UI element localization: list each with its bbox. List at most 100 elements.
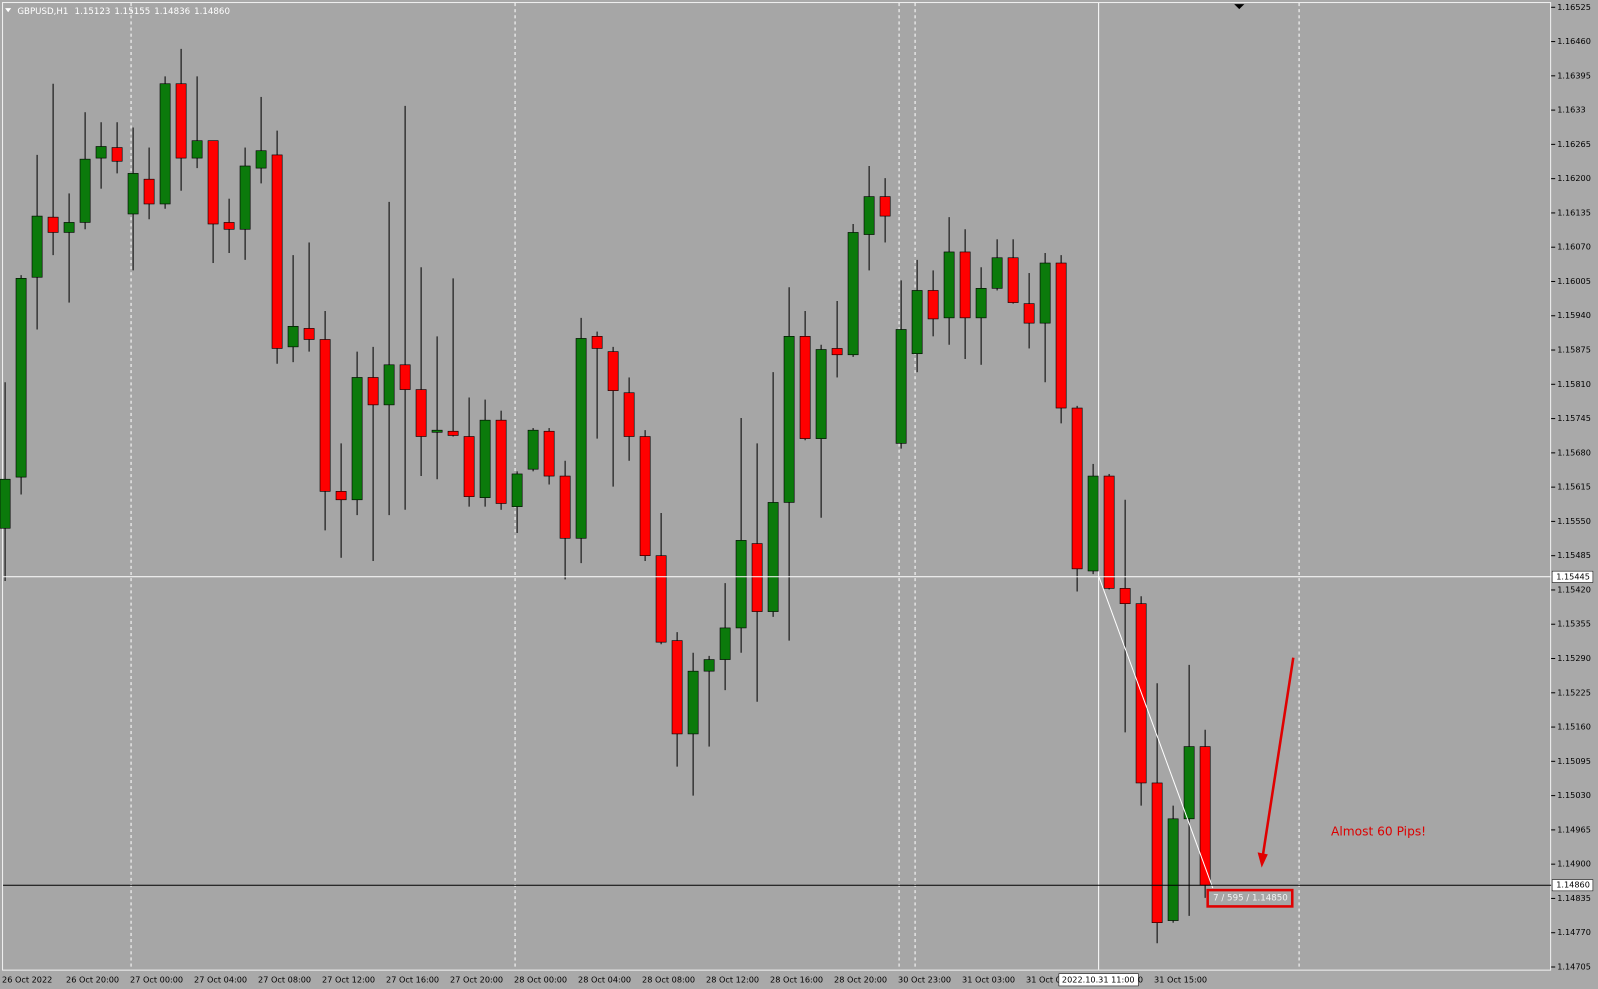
candle-body-down xyxy=(607,351,619,391)
candle-body-down xyxy=(559,475,571,539)
header-low: 1.14836 xyxy=(154,7,190,17)
y-tick-label: 1.14900 xyxy=(1557,859,1591,869)
candle-body-down xyxy=(495,419,507,504)
x-tick-label: 28 Oct 00:00 xyxy=(514,974,567,984)
candle-body-up xyxy=(79,158,91,223)
candle-body-up xyxy=(1087,475,1099,572)
candle-body-down xyxy=(47,216,59,233)
candle-body-up xyxy=(815,349,827,439)
candle-body-down xyxy=(303,328,315,340)
candle-body-down xyxy=(111,147,123,162)
y-tick-label: 1.15680 xyxy=(1557,447,1591,457)
x-tick-label: 27 Oct 08:00 xyxy=(258,974,311,984)
candle-body-up xyxy=(127,173,139,215)
menu-arrow xyxy=(5,8,12,13)
y-tick-label: 1.15810 xyxy=(1557,379,1591,389)
candle-body-down xyxy=(319,339,331,492)
arrow-head xyxy=(1257,852,1268,868)
y-tick-label: 1.16265 xyxy=(1557,139,1591,149)
y-tick-label: 1.16070 xyxy=(1557,242,1591,252)
x-tick-label: 27 Oct 20:00 xyxy=(450,974,503,984)
x-tick-label: 28 Oct 04:00 xyxy=(578,974,631,984)
candle-body-down xyxy=(367,377,379,406)
y-tick-label: 1.15225 xyxy=(1557,687,1591,697)
candle-body-down xyxy=(1151,782,1163,924)
candle-body-down xyxy=(335,491,347,501)
candle-body-up xyxy=(527,429,539,470)
candle-body-up xyxy=(847,232,859,356)
candle-body-up xyxy=(703,659,715,672)
candle-body-up xyxy=(1183,746,1195,820)
candle-body-down xyxy=(175,83,187,159)
y-tick-label: 1.16200 xyxy=(1557,173,1591,183)
candle-body-up xyxy=(287,325,299,348)
x-tick-label: 28 Oct 08:00 xyxy=(642,974,695,984)
candle-body-down xyxy=(655,555,667,643)
y-tick-label: 1.15485 xyxy=(1557,550,1591,560)
candle-body-up xyxy=(687,670,699,735)
y-tick-label: 1.16005 xyxy=(1557,276,1591,286)
symbol: GBPUSD,H1 xyxy=(17,7,68,17)
y-tick-label: 1.15940 xyxy=(1557,310,1591,320)
x-tick-label: 31 Oct 03:00 xyxy=(962,974,1015,984)
x-tick-label: 27 Oct 00:00 xyxy=(130,974,183,984)
candle-body-down xyxy=(399,364,411,390)
candle-body-up xyxy=(383,364,395,406)
candle-body-up xyxy=(95,146,107,159)
plot-area xyxy=(2,2,1552,971)
x-tick-label: 30 Oct 23:00 xyxy=(898,974,951,984)
candle-body-up xyxy=(911,290,923,355)
candle-body-down xyxy=(671,640,683,735)
candle-body-down xyxy=(1023,303,1035,324)
header-high: 1.15155 xyxy=(114,7,150,17)
candle-body-down xyxy=(543,430,555,477)
y-tick-label: 1.15095 xyxy=(1557,756,1591,766)
y-tick-label: 1.14965 xyxy=(1557,824,1591,834)
candle-body-down xyxy=(463,436,475,497)
candle-body-up xyxy=(255,150,267,169)
y-tick-label: 1.15875 xyxy=(1557,345,1591,355)
y-tick-label: 1.16395 xyxy=(1557,70,1591,80)
candle-body-down xyxy=(1103,475,1115,589)
arrow-shaft xyxy=(1261,657,1295,857)
shift-marker xyxy=(1234,4,1245,10)
x-tick-label: 27 Oct 16:00 xyxy=(386,974,439,984)
crosshair-time-label: 2022.10.31 11:00 xyxy=(1062,974,1135,984)
candle-body-down xyxy=(591,336,603,349)
candle-body-down xyxy=(271,154,283,349)
candle-body-up xyxy=(975,288,987,319)
candle-body-up xyxy=(479,419,491,498)
y-tick-label: 1.15030 xyxy=(1557,790,1591,800)
candle-body-down xyxy=(927,290,939,320)
x-tick-label: 31 Oct 15:00 xyxy=(1154,974,1207,984)
candle-body-down xyxy=(207,140,219,225)
y-tick-label: 1.16525 xyxy=(1557,2,1591,12)
candle-body-up xyxy=(431,429,443,433)
x-tick-label: 26 Oct 2022 xyxy=(2,974,52,984)
x-tick-label: 28 Oct 16:00 xyxy=(770,974,823,984)
y-tick-label: 1.1633 xyxy=(1557,105,1585,115)
candle-body-up xyxy=(1167,818,1179,921)
measure-label: 7 / 595 / 1.14850 xyxy=(1213,894,1288,904)
x-tick-label: 28 Oct 20:00 xyxy=(834,974,887,984)
x-tick-label: 27 Oct 12:00 xyxy=(322,974,375,984)
y-tick-label: 1.14705 xyxy=(1557,961,1591,971)
candle-body-down xyxy=(223,222,235,230)
y-tick-label: 1.16460 xyxy=(1557,36,1591,46)
candle-body-up xyxy=(159,83,171,205)
y-tick-label: 1.15160 xyxy=(1557,722,1591,732)
candle-body-up xyxy=(511,473,523,507)
candle-body-up xyxy=(943,251,955,319)
candle-body-up xyxy=(239,165,251,230)
candle-body-up xyxy=(735,540,747,629)
candle-body-down xyxy=(639,436,651,556)
x-tick-label: 27 Oct 04:00 xyxy=(194,974,247,984)
y-tick-label: 1.15615 xyxy=(1557,482,1591,492)
x-tick-label: 26 Oct 20:00 xyxy=(66,974,119,984)
candle-body-up xyxy=(15,278,27,478)
y-tick-label: 1.15745 xyxy=(1557,413,1591,423)
candle-body-up xyxy=(351,377,363,501)
candle-body-up xyxy=(767,502,779,612)
